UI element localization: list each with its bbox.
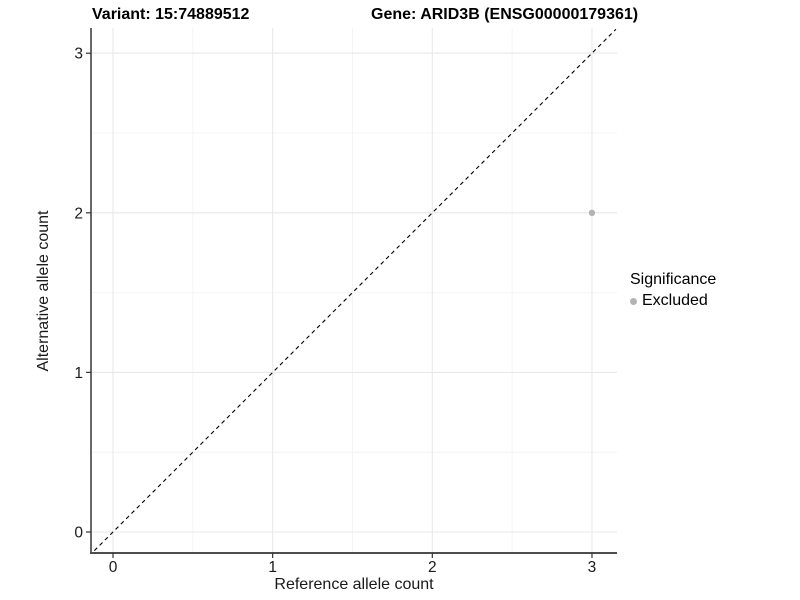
y-tick-label: 2 xyxy=(74,205,83,222)
x-tick-label: 3 xyxy=(588,559,597,576)
x-tick-label: 2 xyxy=(428,559,437,576)
data-point xyxy=(588,209,596,216)
legend-title: Significance xyxy=(630,271,717,288)
x-axis-title: Reference allele count xyxy=(274,576,434,593)
y-tick-label: 3 xyxy=(74,46,83,63)
x-tick-label: 1 xyxy=(268,559,277,576)
x-tick-label: 0 xyxy=(109,559,118,576)
y-tick-label: 0 xyxy=(74,525,83,542)
chart-title-gene: Gene: ARID3B (ENSG00000179361) xyxy=(371,6,639,23)
legend-entry-label: Excluded xyxy=(642,292,708,309)
chart-title-variant: Variant: 15:74889512 xyxy=(92,6,250,23)
y-axis-title: Alternative allele count xyxy=(35,210,52,372)
legend: Significance Excluded xyxy=(630,271,716,310)
y-tick-label: 1 xyxy=(74,365,83,382)
legend-dot-icon xyxy=(630,297,637,305)
legend-entry-excluded: Excluded xyxy=(630,292,716,310)
